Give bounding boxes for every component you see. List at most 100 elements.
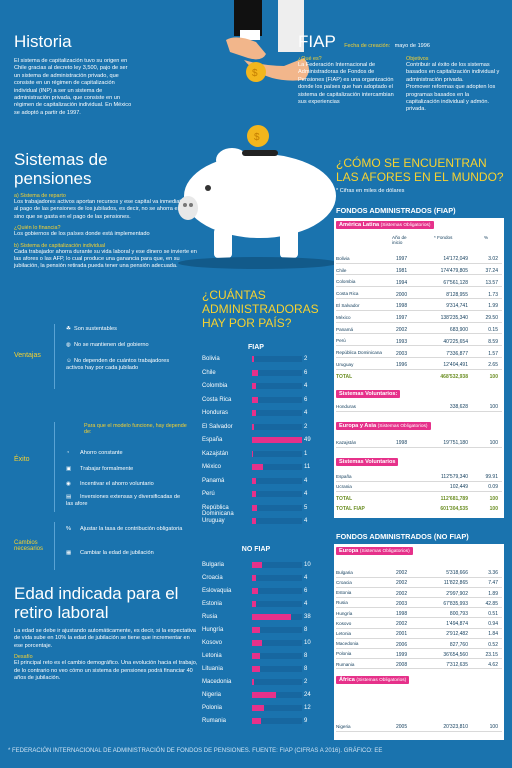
bar-track — [252, 410, 302, 416]
table-cell: 0.94 — [488, 621, 498, 628]
historia-title: Historia — [14, 32, 72, 51]
bar — [252, 518, 257, 524]
table-row: El Salvador 1998 9'314,741 1.99 — [336, 303, 502, 311]
fiap-goals-text-2: Promover reformas que adopten los progra… — [406, 84, 496, 113]
bar-value: 4 — [304, 477, 308, 484]
fondos-fiap-table: América Latina (Sistemas Obligatorios) A… — [334, 218, 504, 518]
table-row: Kazajstán 1998 19'751,180 100 — [336, 440, 502, 448]
table-cell: 37.24 — [485, 268, 498, 275]
bar-track — [252, 383, 302, 389]
bar — [252, 423, 255, 430]
table-cell: Panamá — [336, 326, 354, 332]
bar — [252, 601, 257, 607]
table-cell: Rusia — [336, 600, 348, 606]
bar-track — [252, 705, 302, 711]
table-row: España 112'579,340 99.91 — [336, 474, 502, 482]
bar-country-label: El Salvador — [202, 423, 233, 430]
sistemas-financia-text: Los gobiernos de los países donde está i… — [14, 231, 150, 238]
bar — [252, 705, 265, 711]
fiap-founded-label: Fecha de creación: — [344, 43, 391, 49]
table-cell: Colombia — [336, 279, 356, 285]
table-cell: 0.51 — [488, 611, 498, 618]
table-row: Colombia 1994 67'561,128 13.57 — [336, 280, 502, 288]
table-row: Panamá 2002 683,900 0.15 — [336, 327, 502, 335]
bar-value: 2 — [304, 356, 308, 362]
table-cell: 2001 — [396, 631, 408, 638]
bar-value: 10 — [304, 640, 311, 646]
table-row: República Dominicana 2003 7'336,877 1.57 — [336, 350, 502, 358]
table-cell: Chile — [336, 267, 347, 273]
fiap-what-text: La Federación Internacional de Administr… — [298, 62, 394, 106]
bar-value: 24 — [304, 692, 311, 698]
bar — [252, 369, 259, 376]
table-row: Chile 1981 174'479,805 37.24 — [336, 268, 502, 276]
bar-country-label: Bolivia — [202, 356, 220, 362]
table-cell: 12'404,491 — [443, 362, 468, 369]
table-cell: 4.62 — [488, 662, 498, 669]
percent-icon: % — [66, 526, 71, 532]
table-cell: Nigeria — [336, 723, 351, 729]
nofiap-rows-europa: Bulgaria 2002 5'318,666 3.36 Croacia 2002 11'8… — [336, 570, 502, 690]
bar — [252, 450, 254, 457]
table-cell: 1997 — [396, 315, 408, 322]
table-cell: 1993 — [396, 338, 408, 345]
como-note: * Cifras en miles de dólares — [336, 188, 405, 194]
table-cell: Perú — [336, 338, 346, 344]
bar-track — [252, 450, 302, 457]
cambios-item-1: % Ajustar la tasa de contribución obligat… — [66, 526, 183, 532]
fiap-header: FIAP Fecha de creación: mayo de 1996 — [298, 32, 502, 52]
edad-title: Edad indicada para el retiro laboral — [14, 584, 179, 622]
bar — [252, 464, 264, 470]
table-cell: 2002 — [396, 580, 408, 587]
bar-country-label: Kazajstán — [202, 450, 229, 457]
briefcase-icon: ▣ — [66, 466, 72, 472]
table-row: Rumania 2008 7'312,635 4.62 — [336, 662, 502, 670]
bar-track — [252, 464, 302, 470]
bar-value: 4 — [304, 410, 308, 416]
sistemas-capitalizacion-label: b) Sistema de capitalización individual — [14, 242, 106, 249]
table-cell: 2006 — [396, 641, 408, 648]
sistemas-capitalizacion-text: Cada trabajador ahorra durante su vida l… — [14, 248, 197, 270]
table-cell: 0.09 — [488, 484, 498, 491]
fiap-total-voluntarios: TOTAL 112'681,789 100 — [336, 496, 498, 502]
bar-country-label: Chile — [202, 369, 216, 376]
ventajas-label: Ventajas — [14, 352, 41, 359]
bar-country-label: Uruguay — [202, 518, 225, 524]
bar-country-label: República Dominicana — [202, 504, 234, 517]
bar-value: 2 — [304, 679, 308, 685]
table-cell: 827,760 — [449, 641, 468, 648]
fiap-rows-voluntarios: Honduras 338,628 100 — [336, 404, 502, 414]
table-cell: Kosovo — [336, 620, 352, 626]
table-cell: 112'579,340 — [441, 474, 468, 481]
table-cell: 7.47 — [488, 580, 498, 587]
table-cell: 2.65 — [488, 362, 498, 369]
bar-country-label: Estonia — [202, 601, 223, 607]
bar-country-label: Rusia — [202, 614, 218, 620]
table-cell: 1996 — [396, 362, 408, 369]
edad-section: Edad indicada para el retiro laboral La … — [14, 584, 200, 682]
table-cell: 9'314,741 — [446, 303, 468, 310]
bar-value: 38 — [304, 614, 311, 620]
fiap-total-america: TOTAL 468'532,938 100 — [336, 374, 498, 380]
table-cell: Kazajstán — [336, 439, 357, 445]
bar-country-label: Kosovo — [202, 640, 223, 646]
table-cell: 2002 — [396, 590, 408, 597]
fiap-goals-text-1: Contribuir al éxito de los sistemas basa… — [406, 62, 500, 83]
bar — [252, 640, 263, 646]
table-cell: Bulgaria — [336, 569, 353, 575]
cambios-label: Cambios necesarios — [14, 540, 44, 552]
bar-track — [252, 356, 302, 362]
bar-value: 6 — [304, 396, 308, 403]
sistemas-reparto-text: Los trabajadores activos aportan recurso… — [14, 199, 203, 220]
fiap-group-europa-asia: Europa y Asia (Sistemas Obligatorios) — [336, 422, 431, 430]
bar-value: 4 — [304, 383, 308, 389]
bar-value: 8 — [304, 666, 308, 672]
table-cell: Letonia — [336, 631, 352, 637]
table-cell: 1999 — [396, 651, 408, 658]
people-icon: ☺ — [66, 358, 72, 364]
bar-track — [252, 627, 302, 633]
fiap-table-header: Año de inicio * Fondos % — [392, 235, 489, 245]
table-cell: 2005 — [396, 724, 408, 731]
historia-section: Historia El sistema de capitalización tu… — [14, 32, 194, 117]
table-cell: 100 — [489, 724, 498, 731]
